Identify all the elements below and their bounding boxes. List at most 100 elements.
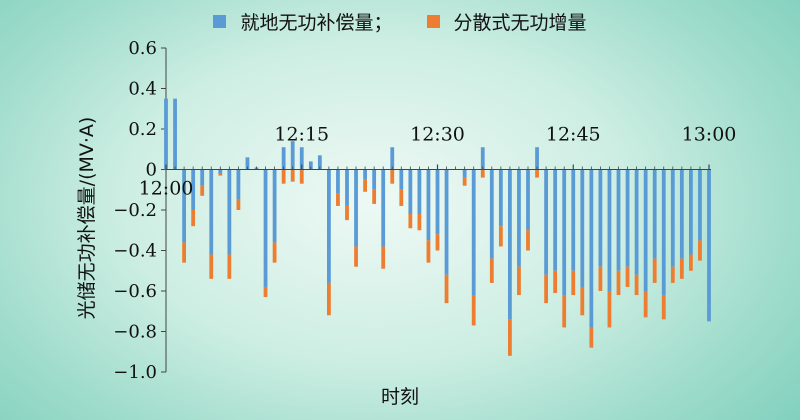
y-tick-label: −0.8 — [113, 322, 157, 343]
bar-local — [589, 169, 594, 328]
bar-local — [299, 147, 304, 170]
legend-item-local: 就地无功补偿量； — [213, 8, 392, 35]
y-tick-label: 0.6 — [128, 38, 157, 59]
bar-distributed — [363, 179, 368, 192]
bar-local — [462, 169, 467, 178]
bar-distributed — [372, 189, 377, 204]
bar-distributed — [444, 274, 449, 304]
bar-distributed — [698, 240, 702, 261]
bar-distributed — [227, 254, 232, 279]
bar-local — [616, 169, 621, 271]
bar-distributed — [580, 286, 585, 316]
bar-distributed — [598, 266, 603, 291]
bar-local — [670, 169, 675, 267]
bar-local — [336, 169, 340, 194]
bar-local — [317, 155, 322, 170]
bar-distributed — [326, 282, 331, 316]
bar-local — [553, 169, 558, 271]
bar-distributed — [462, 177, 467, 186]
bar-local — [444, 169, 449, 275]
bar-local — [544, 169, 549, 275]
bar-local — [363, 169, 368, 180]
bar-distributed — [679, 258, 684, 279]
x-tick-label: 13:00 — [682, 124, 737, 146]
bar-local — [679, 169, 684, 259]
bar-distributed — [498, 226, 503, 247]
bar-local — [381, 169, 386, 247]
bar-distributed — [670, 266, 675, 283]
bar-distributed — [607, 291, 612, 328]
x-tick-label: 12:45 — [546, 124, 601, 146]
bar-distributed — [272, 242, 277, 263]
bar-distributed — [281, 169, 286, 184]
bar-distributed — [182, 242, 187, 263]
y-tick-label: −0.6 — [113, 281, 157, 302]
bar-local — [661, 169, 666, 296]
bar-local — [435, 169, 440, 235]
y-axis-title: 光储无功补偿量/(MV·A) — [76, 116, 98, 320]
bar-distributed — [209, 254, 214, 279]
bar-distributed — [417, 214, 422, 231]
bar-distributed — [625, 266, 630, 287]
bar-local — [498, 169, 503, 227]
x-tick-label: 12:15 — [274, 124, 329, 146]
legend-label-distributed: 分散式无功增量 — [453, 12, 587, 34]
bar-distributed — [354, 246, 358, 267]
bar-local — [507, 169, 512, 320]
bar-distributed — [526, 230, 530, 251]
bar-distributed — [435, 234, 440, 251]
y-tick-label: 0.2 — [128, 119, 157, 140]
bar-local — [281, 147, 286, 170]
bar-distributed — [643, 291, 648, 318]
bar-local — [399, 169, 404, 190]
bar-local — [372, 169, 377, 190]
bar-local — [308, 161, 313, 170]
y-tick-label: −1.0 — [113, 362, 157, 383]
bar-distributed — [218, 173, 223, 176]
y-tick-label: 0.4 — [128, 79, 157, 100]
bar-distributed — [589, 327, 594, 348]
bar-local — [471, 169, 476, 296]
legend-label-local: 就地无功补偿量； — [240, 12, 393, 34]
bar-local — [218, 169, 223, 174]
bar-distributed — [345, 205, 349, 221]
bar-distributed — [480, 169, 485, 178]
bar-distributed — [634, 274, 639, 296]
bar-distributed — [489, 258, 494, 283]
bar-distributed — [426, 240, 431, 263]
bar-local — [227, 169, 232, 255]
bar-distributed — [517, 266, 521, 296]
bar-local — [209, 169, 214, 255]
bar-distributed — [535, 169, 539, 178]
bar-distributed — [191, 210, 196, 227]
legend-item-distributed: 分散式无功增量 — [426, 8, 587, 35]
bar-local — [652, 169, 657, 259]
bar-distributed — [553, 270, 558, 294]
bar-distributed — [562, 295, 567, 328]
bar-local — [263, 169, 268, 287]
bar-distributed — [200, 185, 205, 196]
bar-distributed — [336, 193, 340, 206]
bar-local — [191, 169, 196, 210]
bar-local — [707, 169, 711, 322]
bar-distributed — [688, 254, 693, 271]
bar-local — [236, 169, 241, 200]
bar-local — [489, 169, 494, 259]
bar-local — [562, 169, 567, 296]
y-tick-label: 0 — [146, 160, 157, 181]
bar-distributed — [399, 189, 404, 206]
bar-local — [390, 147, 395, 170]
bar-distributed — [652, 258, 657, 283]
bar-distributed — [381, 246, 386, 269]
bar-distributed — [290, 169, 295, 182]
bar-local — [164, 98, 168, 170]
bar-local — [571, 169, 576, 271]
bar-local — [272, 169, 277, 243]
bar-distributed — [390, 169, 395, 184]
bar-local — [634, 169, 639, 275]
bar-distributed — [544, 274, 549, 304]
bar-local — [517, 169, 521, 267]
bar-distributed — [408, 214, 413, 229]
bar-distributed — [571, 270, 576, 296]
